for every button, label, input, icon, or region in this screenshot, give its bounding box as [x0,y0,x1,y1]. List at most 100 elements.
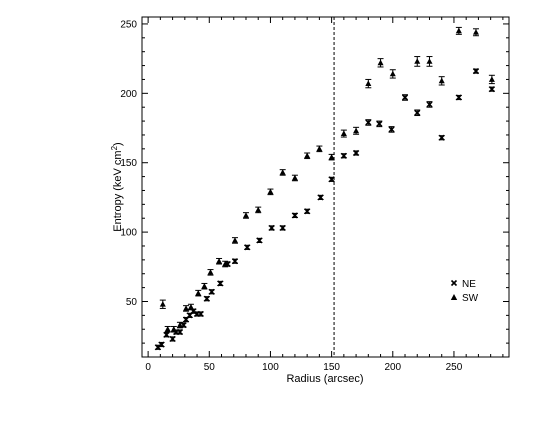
marker-triangle [242,212,249,218]
marker-triangle [255,206,262,213]
data-point-sw [455,26,462,35]
data-point-sw [426,56,433,67]
data-point-ne [472,68,480,75]
y-tick-label: 50 [126,297,138,308]
data-point-ne [340,152,347,159]
marker-triangle [316,145,323,152]
data-point-sw [438,76,445,86]
data-point-ne [231,258,239,265]
data-point-ne [291,212,298,219]
marker-triangle [187,303,194,310]
marker-triangle [353,127,360,134]
data-point-ne [401,94,409,101]
legend-label-sw: SW [462,293,479,304]
x-axis-label: Radius (arcsec) [286,373,363,385]
y-axis-label: Entropy (keV cm2) [110,142,124,231]
marker-triangle [267,188,274,195]
y-axis-label-main: Entropy (keV cm [112,150,124,231]
data-point-ne [353,149,360,157]
data-point-sw [488,74,495,85]
data-point-ne [268,224,275,232]
data-point-sw [164,325,171,333]
data-point-ne [208,288,215,295]
data-point-sw [304,152,311,160]
data-point-ne [304,208,311,215]
marker-x [353,149,360,157]
data-point-ne [426,101,433,108]
data-point-sw [187,303,194,311]
data-point-sw [255,206,262,214]
marker-x [438,134,445,141]
data-point-ne [158,341,165,348]
legend: NE SW [450,279,479,304]
data-point-sw [472,28,479,37]
marker-triangle [472,29,479,35]
data-point-sw [159,299,166,309]
legend-label-ne: NE [462,279,476,290]
x-tick-label: 0 [145,362,151,373]
data-point-ne [217,280,224,287]
marker-triangle [377,59,384,66]
marker-x [256,237,263,244]
marker-x [426,101,433,108]
data-point-ne [256,237,263,244]
marker-x [279,224,286,232]
marker-x [488,86,495,93]
y-axis-label-superscript: 2 [110,145,119,150]
marker-triangle [426,58,433,64]
marker-triangle [170,326,177,332]
data-point-sw [195,289,202,297]
legend-marker-ne [450,279,458,287]
data-point-sw [279,169,286,176]
marker-x [328,176,335,183]
data-point-ne [197,310,204,318]
marker-x [217,280,224,287]
marker-triangle [231,237,238,243]
data-point-ne [328,176,335,183]
marker-triangle [201,283,208,289]
data-point-sw [170,325,177,333]
marker-x [388,126,395,133]
data-point-ne [169,335,176,343]
marker-triangle [195,289,202,296]
data-point-sw [222,260,229,268]
data-point-ne [317,194,324,201]
marker-x [231,258,239,265]
marker-triangle [291,174,298,181]
y-tick-label: 250 [120,19,137,30]
data-point-sw [316,145,323,153]
data-point-sw [353,126,360,135]
data-point-sw [176,321,183,329]
y-tick-label: 200 [120,89,137,100]
y-tick-label: 100 [120,228,137,239]
legend-marker-sw [450,294,458,300]
data-point-sw [340,129,347,138]
marker-x [169,335,176,343]
marker-x [268,224,275,232]
data-point-ne [414,109,421,117]
data-point-sw [242,212,249,219]
marker-triangle [488,76,495,82]
data-point-ne [203,295,210,302]
marker-triangle [438,77,445,84]
marker-x [340,152,347,159]
marker-triangle [340,130,347,136]
marker-x [197,310,204,318]
marker-x [244,244,251,251]
plot-frame [141,16,510,358]
data-point-sw [183,305,190,312]
data-point-sw [389,69,396,79]
data-point-sw [328,153,335,161]
data-point-sw [231,237,238,244]
y-axis-label-close: ) [112,142,124,146]
data-point-sw [207,269,214,276]
marker-x [317,194,324,201]
data-point-ne [388,126,395,133]
x-tick-label: 150 [323,362,340,373]
marker-x [472,68,480,75]
data-point-ne [438,134,445,141]
data-point-sw [365,78,372,89]
y-tick-label: 150 [120,158,137,169]
axis-ticks: 0 50 100 150 200 250 50 100 150 200 250 [120,17,509,373]
